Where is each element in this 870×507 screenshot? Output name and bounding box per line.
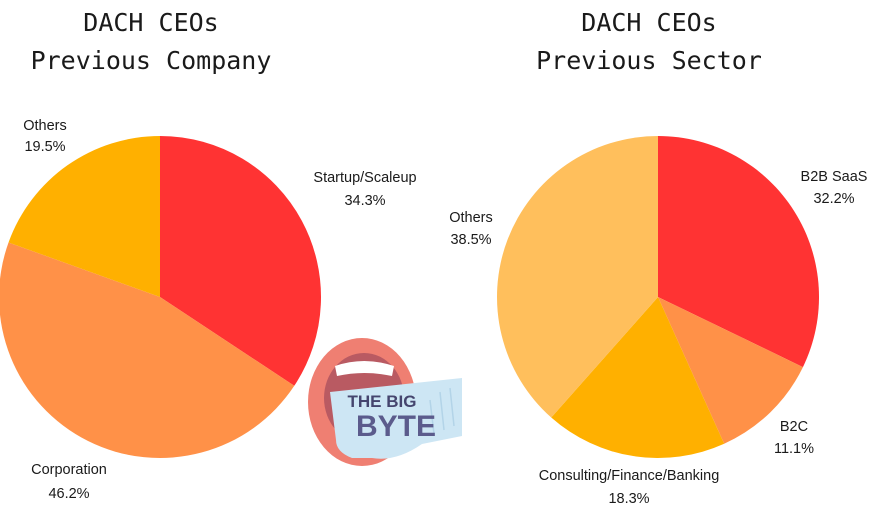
right-pie-slice-consulting-finance-banking [551,297,725,458]
right-value-consulting: 18.3% [608,491,649,507]
right-value-b2b-saas: 32.2% [813,191,854,207]
left-pie-slice-startup-scaleup [160,136,322,386]
left-chart-title-line1: DACH CEOs [83,8,218,37]
logo-teeth [335,361,394,376]
left-label-corporation: Corporation [31,462,107,478]
logo-bubble-lines [429,387,455,435]
left-label-others: Others [23,118,67,134]
right-label-b2c: B2C [780,419,808,435]
logo-text-line1: THE BIG [348,392,417,411]
left-label-startup: Startup/Scaleup [313,170,416,186]
logo-speech-bubble [330,378,462,459]
right-chart-title-line1: DACH CEOs [581,8,716,37]
the-big-byte-logo: THE BIG BYTE [308,338,462,466]
right-label-b2b-saas: B2B SaaS [801,169,868,185]
right-chart-title-line2: Previous Sector [536,46,762,75]
right-pie [497,136,820,458]
right-pie-slice-b2c [658,297,803,444]
right-label-others: Others [449,210,493,226]
logo-text-line2: BYTE [356,410,436,443]
left-value-others: 19.5% [24,139,65,155]
right-value-b2c: 11.1% [774,441,814,457]
left-pie [0,136,322,458]
left-chart-title-line2: Previous Company [31,46,272,75]
left-value-startup: 34.3% [344,193,385,209]
right-label-consulting: Consulting/Finance/Banking [539,468,720,484]
right-value-others: 38.5% [450,232,491,248]
left-pie-slice-corporation [0,242,295,458]
right-pie-slice-others [497,136,658,418]
left-pie-slice-others [8,136,160,297]
right-pie-slice-b2b-saas [658,136,820,368]
left-value-corporation: 46.2% [48,486,89,502]
